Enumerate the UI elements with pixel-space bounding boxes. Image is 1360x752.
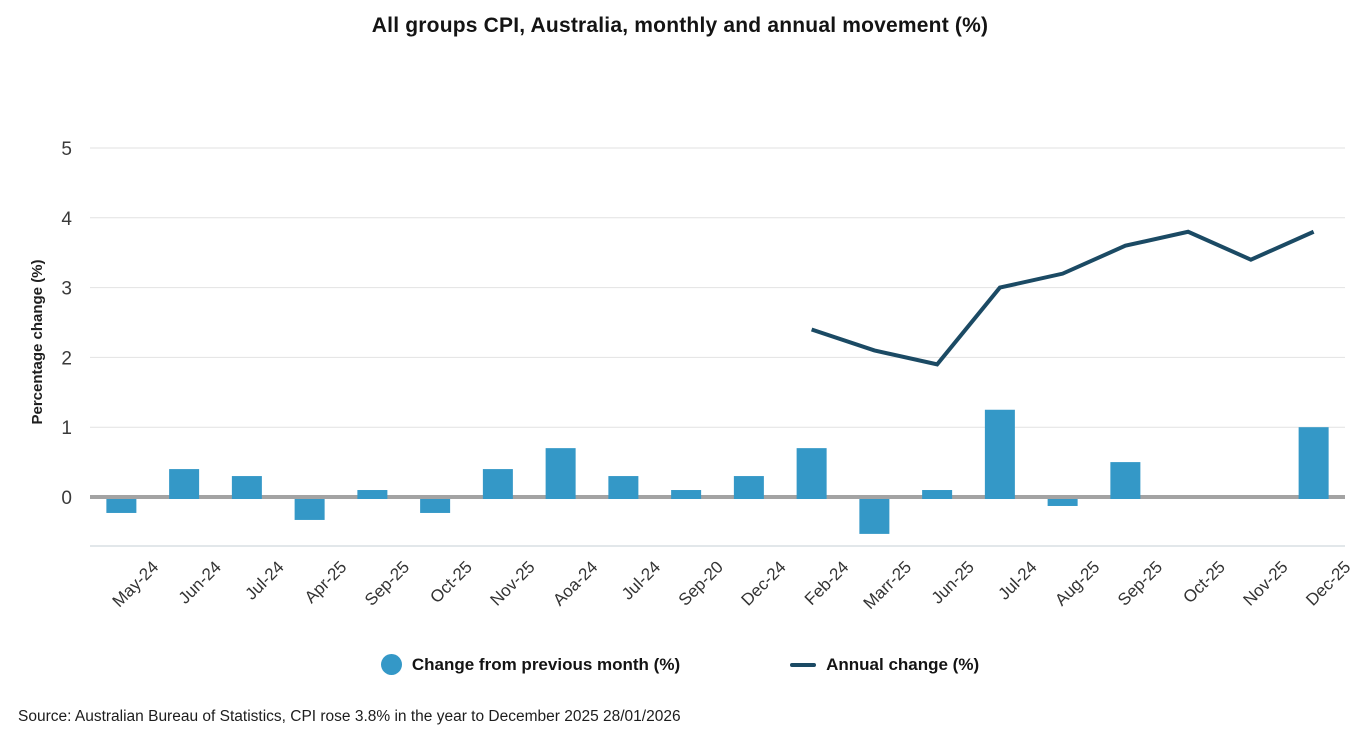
bar — [545, 448, 576, 499]
x-tick-label: Dec-25 — [1302, 557, 1354, 609]
x-tick-label: Oct-25 — [1179, 557, 1229, 607]
bar — [231, 476, 262, 499]
x-tick-label: Sep-25 — [1114, 557, 1166, 609]
source-note: Source: Australian Bureau of Statistics,… — [18, 708, 681, 725]
legend-label-monthly: Change from previous month (%) — [411, 654, 681, 674]
y-tick-label: 3 — [61, 279, 72, 300]
y-tick-label: 0 — [61, 488, 72, 509]
legend-label-annual: Annual change (%) — [826, 654, 980, 674]
bar — [608, 476, 639, 499]
legend: Change from previous month (%) Annual ch… — [0, 654, 1360, 675]
y-tick-label: 1 — [61, 418, 72, 439]
bar — [1298, 427, 1329, 499]
y-tick-label: 5 — [61, 139, 72, 160]
legend-item-monthly: Change from previous month (%) — [380, 654, 681, 675]
bar — [796, 448, 827, 499]
x-tick-label: Jun-24 — [175, 557, 225, 607]
x-tick-label: Feb-24 — [801, 557, 853, 609]
bar — [294, 499, 325, 520]
y-tick-label: 2 — [61, 348, 72, 369]
x-tick-label: Nov-25 — [1240, 557, 1292, 609]
x-tick-label: Jul-24 — [618, 557, 664, 603]
bar — [859, 499, 890, 534]
x-tick-label: Oct-25 — [426, 557, 476, 607]
x-tick-label: Aoa-24 — [549, 557, 601, 609]
bar — [671, 490, 702, 499]
bar — [1047, 499, 1078, 506]
bar — [357, 490, 388, 499]
y-axis-title: Percentage change (%) — [29, 259, 46, 424]
legend-item-annual: Annual change (%) — [790, 655, 979, 675]
y-tick-label: 4 — [61, 209, 72, 230]
x-tick-label: Jul-24 — [995, 557, 1041, 603]
bar — [733, 476, 764, 499]
x-tick-label: Sep-25 — [361, 557, 413, 609]
chart-canvas: 0 1 2 3 4 5 Percentage change (%) May-24 Jun-24 J… — [29, 139, 1354, 613]
bar-series-circle-icon — [380, 654, 402, 675]
bar — [922, 490, 953, 499]
x-tick-label: Jun-25 — [928, 557, 978, 607]
x-tick-label: May-24 — [109, 557, 163, 611]
chart-title: All groups CPI, Australia, monthly and a… — [371, 14, 989, 37]
x-tick-label: Dec-24 — [738, 557, 790, 609]
bar — [106, 499, 137, 513]
zero-axis-line — [90, 495, 1345, 499]
x-tick-label: Aug-25 — [1051, 557, 1103, 609]
line-series-line-icon — [790, 662, 817, 667]
x-tick-label: Jul-24 — [242, 557, 288, 603]
x-tick-label: Sep-20 — [675, 557, 727, 609]
x-tick-label: Marr-25 — [860, 557, 916, 613]
bar — [1110, 462, 1141, 499]
x-tick-label: Nov-25 — [487, 557, 539, 609]
bar — [420, 499, 451, 513]
bar — [482, 469, 513, 499]
annual-change-line — [810, 229, 1315, 367]
x-tick-label: Apr-25 — [301, 557, 351, 607]
bar — [984, 409, 1015, 499]
bar — [169, 469, 200, 499]
